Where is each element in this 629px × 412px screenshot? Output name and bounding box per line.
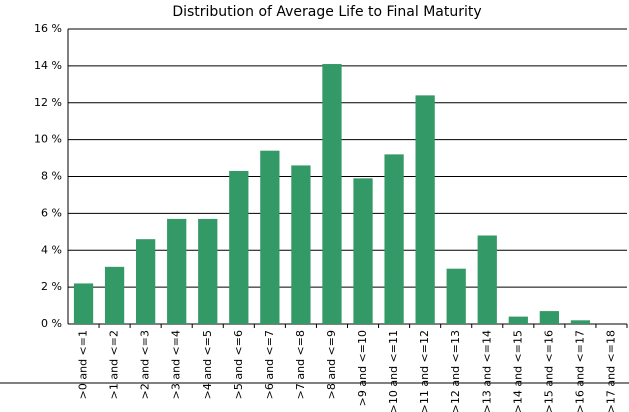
y-tick-label: 8 % — [41, 170, 62, 183]
x-tick-label: >3 and <=4 — [170, 330, 183, 399]
x-tick-label: >7 and <=8 — [294, 330, 307, 399]
bar — [539, 311, 559, 324]
x-tick-label: >13 and <=14 — [480, 330, 493, 412]
y-tick-label: 16 % — [34, 22, 62, 35]
bar — [198, 218, 218, 324]
y-tick-label: 6 % — [41, 206, 62, 219]
x-tick-label: >11 and <=12 — [418, 330, 431, 412]
x-tick-label: >16 and <=17 — [573, 330, 586, 412]
bar — [322, 64, 342, 324]
x-tick-label: >12 and <=13 — [449, 330, 462, 412]
y-tick-label: 4 % — [41, 243, 62, 256]
bar — [167, 218, 187, 324]
y-tick-label: 10 % — [34, 133, 62, 146]
bar — [353, 178, 373, 324]
bar — [415, 95, 435, 324]
y-tick-label: 14 % — [34, 59, 62, 72]
y-tick-label: 0 % — [41, 317, 62, 330]
bar — [570, 320, 591, 324]
y-tick-label: 12 % — [34, 96, 62, 109]
bar — [260, 150, 280, 324]
bar — [446, 268, 466, 324]
bar — [508, 316, 528, 324]
x-tick-label: >6 and <=7 — [263, 330, 276, 399]
x-tick-label: >1 and <=2 — [108, 330, 121, 399]
bar — [229, 170, 249, 324]
x-tick-label: >14 and <=15 — [511, 330, 524, 412]
bar — [73, 283, 94, 324]
x-tick-label: >8 and <=9 — [325, 330, 338, 399]
bar — [477, 235, 497, 324]
bar — [291, 165, 311, 324]
x-tick-label: >4 and <=5 — [201, 330, 214, 399]
x-tick-label: >2 and <=3 — [139, 330, 152, 399]
x-tick-label: >5 and <=6 — [232, 330, 245, 399]
x-tick-label: >17 and <=18 — [604, 330, 617, 412]
chart-title: Distribution of Average Life to Final Ma… — [172, 4, 481, 20]
x-tick-label: >10 and <=11 — [387, 330, 400, 412]
y-tick-label: 2 % — [41, 280, 62, 293]
bar — [136, 239, 156, 324]
x-tick-label: >9 and <=10 — [356, 330, 369, 406]
bar — [104, 266, 125, 324]
bar — [384, 154, 404, 324]
x-tick-label: >15 and <=16 — [542, 330, 555, 412]
x-tick-label: >0 and <=1 — [77, 330, 90, 399]
